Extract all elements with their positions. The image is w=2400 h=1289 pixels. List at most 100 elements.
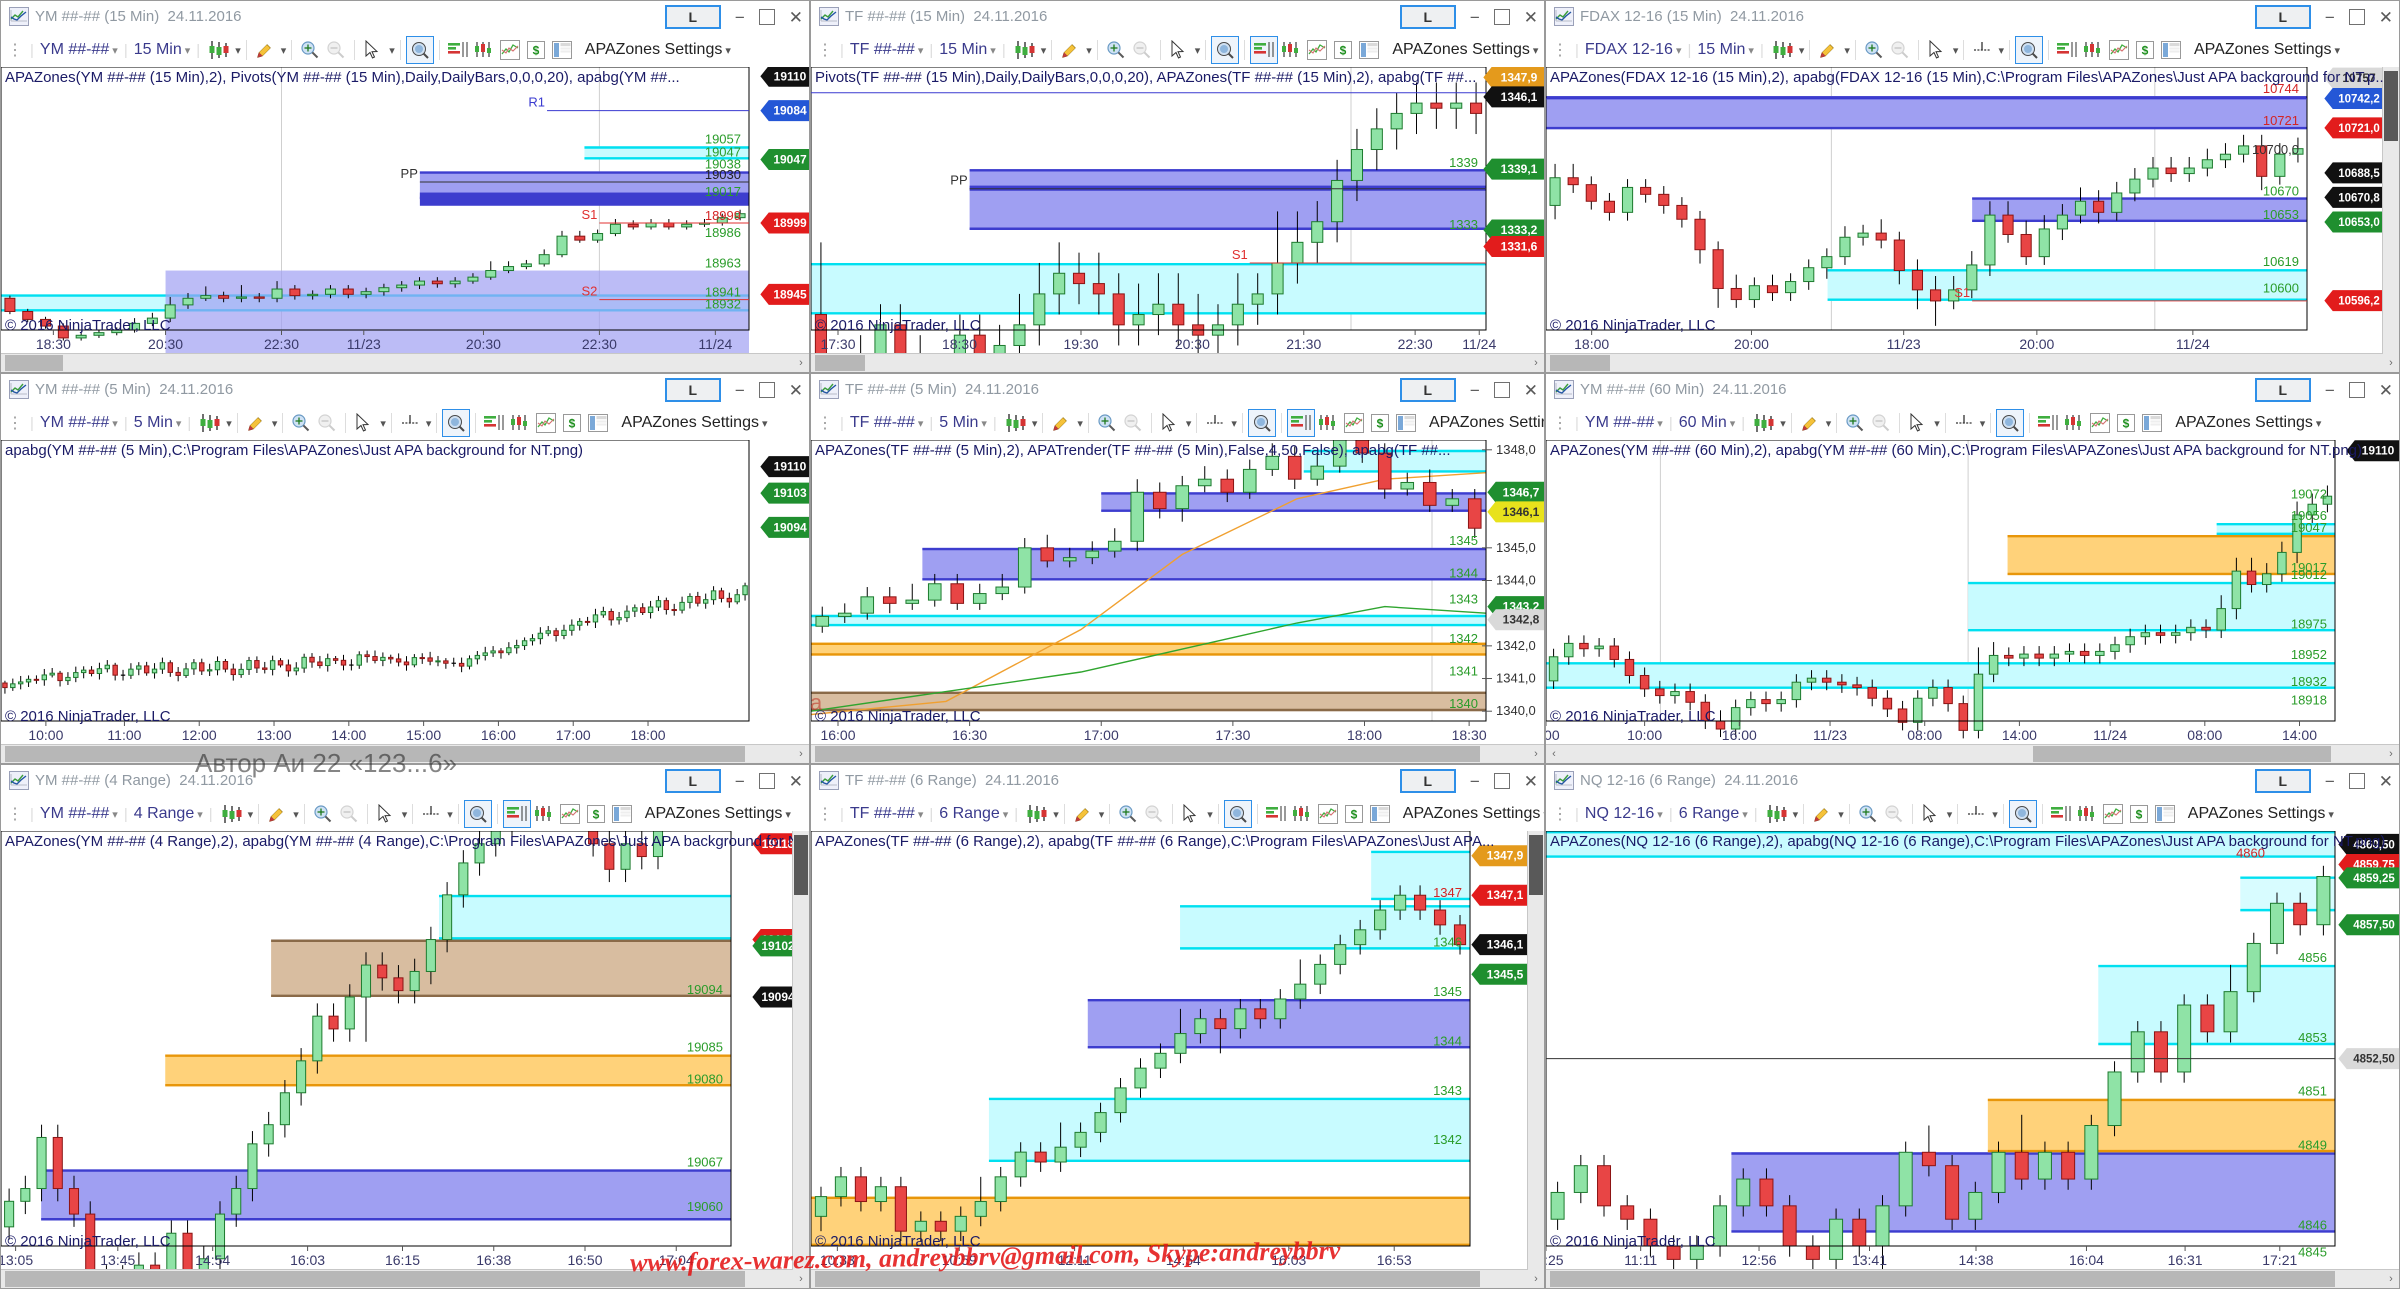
svg-text:18:30: 18:30 [36, 336, 71, 352]
svg-text:17:21: 17:21 [2262, 1252, 2297, 1268]
svg-text:18986: 18986 [705, 225, 741, 240]
svg-text:1342,0: 1342,0 [1496, 638, 1536, 653]
svg-text:14:00: 14:00 [2002, 727, 2037, 743]
svg-text:11/23: 11/23 [1813, 727, 1847, 743]
svg-text:10688,5: 10688,5 [2338, 168, 2380, 180]
svg-text:1347,9: 1347,9 [1487, 849, 1524, 863]
svg-text:1343: 1343 [1433, 1083, 1462, 1098]
svg-text:$: $ [569, 417, 576, 431]
svg-text:20:30: 20:30 [148, 336, 183, 352]
svg-text:$: $ [2142, 44, 2149, 58]
svg-text:16:15: 16:15 [385, 1252, 420, 1268]
svg-text:19060: 19060 [687, 1199, 723, 1214]
svg-text:19056: 19056 [2291, 508, 2327, 523]
svg-text:10670,8: 10670,8 [2338, 192, 2380, 204]
svg-text:1342: 1342 [1433, 1132, 1462, 1147]
svg-text:18:30: 18:30 [1452, 727, 1487, 743]
svg-text:20:00: 20:00 [2019, 336, 2054, 352]
svg-text:1348,0: 1348,0 [1496, 442, 1536, 457]
svg-text:11:00: 11:00 [107, 727, 141, 743]
svg-text:1345: 1345 [1449, 533, 1478, 548]
svg-text:10600: 10600 [2263, 280, 2299, 295]
svg-text:08:00: 08:00 [1907, 727, 1942, 743]
svg-text:S1: S1 [1954, 285, 1970, 300]
svg-text:16:30: 16:30 [952, 727, 987, 743]
svg-text:1331,6: 1331,6 [1501, 239, 1538, 253]
svg-text:08:00: 08:00 [2187, 727, 2222, 743]
svg-text:16:00: 16:00 [481, 727, 516, 743]
svg-text:14:00: 14:00 [2282, 727, 2317, 743]
svg-text:16:00: 16:00 [1722, 727, 1757, 743]
svg-text:1345: 1345 [1433, 984, 1462, 999]
svg-text:10653,0: 10653,0 [2338, 217, 2380, 229]
svg-text:14:38: 14:38 [1958, 1252, 1993, 1268]
svg-text:1340: 1340 [1449, 696, 1478, 711]
svg-text:16:04: 16:04 [2069, 1252, 2104, 1268]
svg-text:S2: S2 [581, 284, 597, 299]
svg-text:12:00: 12:00 [182, 727, 217, 743]
svg-text:$: $ [532, 44, 539, 58]
svg-text:S1: S1 [1232, 247, 1248, 262]
svg-text:16:50: 16:50 [567, 1252, 602, 1268]
svg-text:18:00: 18:00 [630, 727, 665, 743]
svg-text:13:05: 13:05 [1, 1252, 33, 1268]
svg-text:1333,2: 1333,2 [1501, 223, 1538, 237]
svg-text:4852,50: 4852,50 [2353, 1054, 2395, 1066]
svg-text:16:31: 16:31 [2168, 1252, 2203, 1268]
svg-text:11/24: 11/24 [698, 336, 732, 352]
svg-text:19067: 19067 [687, 1154, 723, 1169]
svg-text:1344: 1344 [1449, 566, 1478, 581]
svg-text:22:30: 22:30 [264, 336, 299, 352]
svg-text:14:54: 14:54 [195, 1252, 230, 1268]
svg-text:13:45: 13:45 [100, 1252, 135, 1268]
svg-text:18963: 18963 [705, 256, 741, 271]
svg-text:11/24: 11/24 [2093, 727, 2127, 743]
svg-text:18918: 18918 [2291, 693, 2327, 708]
svg-text:4849: 4849 [2298, 1137, 2327, 1152]
svg-text:12:25: 12:25 [1546, 1252, 1564, 1268]
svg-text:1345,5: 1345,5 [1487, 967, 1524, 981]
svg-text:22:30: 22:30 [1398, 336, 1433, 352]
svg-text:19012: 19012 [2291, 567, 2327, 582]
svg-text:19094: 19094 [761, 990, 793, 1004]
svg-text:16:03: 16:03 [290, 1252, 325, 1268]
svg-text:19017: 19017 [705, 184, 741, 199]
svg-text:11:11: 11:11 [1624, 1252, 1657, 1268]
svg-text:$: $ [1350, 808, 1357, 822]
svg-text:18945: 18945 [773, 287, 807, 301]
svg-text:10721,0: 10721,0 [2338, 123, 2380, 135]
svg-text:1345,0: 1345,0 [1496, 540, 1536, 555]
svg-text:15:00: 15:00 [406, 727, 441, 743]
svg-text:19030: 19030 [705, 167, 741, 182]
svg-text:17:30: 17:30 [820, 336, 855, 352]
svg-text:13:41: 13:41 [1852, 1252, 1887, 1268]
svg-text:18:00: 18:00 [1347, 727, 1382, 743]
svg-text:S1: S1 [581, 207, 597, 222]
svg-text:1342,8: 1342,8 [1503, 613, 1540, 627]
svg-text:14:00: 14:00 [331, 727, 366, 743]
svg-text:PP: PP [401, 166, 418, 181]
svg-text:20:30: 20:30 [1175, 336, 1210, 352]
svg-text:1339,1: 1339,1 [1501, 162, 1538, 176]
svg-text:1341,0: 1341,0 [1496, 671, 1536, 686]
svg-text:4:00: 4:00 [1546, 727, 1560, 743]
svg-text:10742,2: 10742,2 [2338, 94, 2380, 106]
svg-text:19080: 19080 [687, 1071, 723, 1086]
svg-text:4859,25: 4859,25 [2353, 873, 2395, 885]
svg-text:1344,0: 1344,0 [1496, 573, 1536, 588]
svg-text:11/24: 11/24 [2176, 336, 2210, 352]
svg-text:10:00: 10:00 [1627, 727, 1662, 743]
svg-text:10653: 10653 [2263, 207, 2299, 222]
svg-text:19102: 19102 [761, 939, 793, 953]
svg-text:1347,1: 1347,1 [1487, 888, 1524, 902]
svg-text:18975: 18975 [2291, 616, 2327, 631]
svg-text:16:00: 16:00 [820, 727, 855, 743]
svg-text:20:30: 20:30 [466, 336, 501, 352]
svg-text:4856: 4856 [2298, 950, 2327, 965]
svg-text:21:30: 21:30 [1286, 336, 1321, 352]
svg-text:18999: 18999 [705, 208, 741, 223]
svg-text:19094: 19094 [773, 520, 807, 534]
svg-text:1346: 1346 [1433, 935, 1462, 950]
svg-text:17:00: 17:00 [556, 727, 591, 743]
svg-text:1347: 1347 [1433, 885, 1462, 900]
